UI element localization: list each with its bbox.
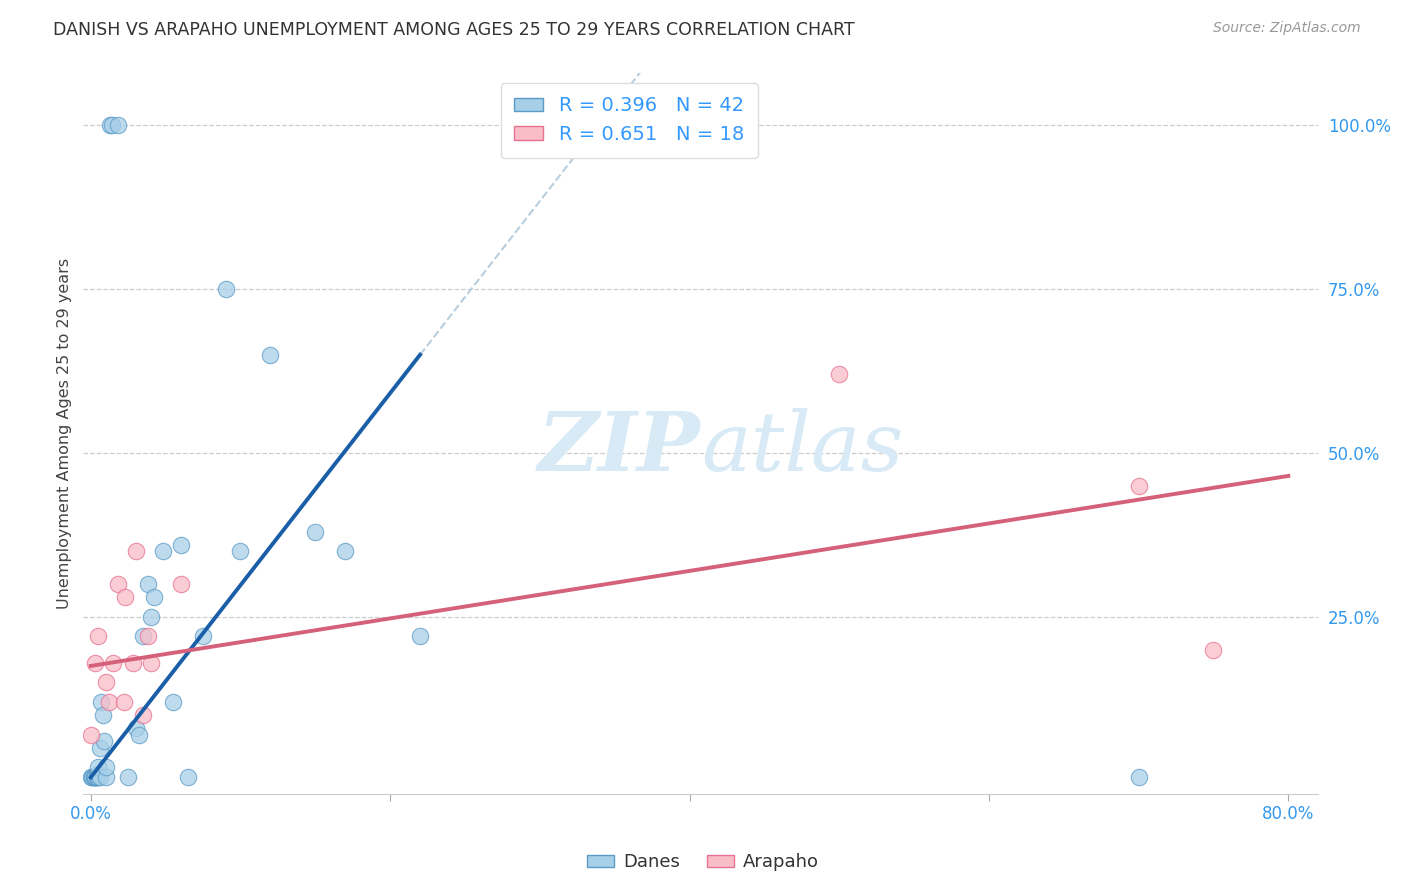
Point [107,119,129,133]
Text: Source: ZipAtlas.com: Source: ZipAtlas.com [1213,21,1361,36]
Point [259,348,281,362]
Text: ZIP: ZIP [538,408,700,488]
Point [84,656,107,670]
Point [89,740,111,755]
Point [335,544,357,558]
Point [82,770,104,784]
Point [128,728,150,742]
Point [94,675,117,690]
Point [409,629,432,643]
Point [828,368,851,382]
Point [139,656,162,670]
Point [177,770,200,784]
Point [1202,642,1225,657]
Y-axis label: Unemployment Among Ages 25 to 29 years: Unemployment Among Ages 25 to 29 years [58,258,72,609]
Point [100,119,122,133]
Point [94,760,117,774]
Point [91,708,114,723]
Point [80,770,103,784]
Point [125,721,148,735]
Point [89,770,111,784]
Point [84,770,107,784]
Point [112,695,135,709]
Legend: R = 0.396   N = 42, R = 0.651   N = 18: R = 0.396 N = 42, R = 0.651 N = 18 [501,83,758,158]
Point [86,770,108,784]
Text: atlas: atlas [700,408,903,488]
Point [136,577,159,591]
Point [94,770,117,784]
Point [87,770,110,784]
Point [132,708,155,723]
Point [136,629,159,643]
Point [84,770,107,784]
Point [1128,770,1150,784]
Point [87,760,110,774]
Point [169,538,191,552]
Point [97,695,120,709]
Point [132,629,155,643]
Point [98,119,121,133]
Point [162,695,184,709]
Point [87,767,110,781]
Point [87,629,110,643]
Point [86,770,108,784]
Point [142,590,165,604]
Point [83,770,105,784]
Point [152,544,174,558]
Point [107,577,129,591]
Point [125,544,148,558]
Point [82,770,104,784]
Point [1128,479,1150,493]
Point [103,656,125,670]
Point [169,577,191,591]
Point [117,770,139,784]
Point [304,524,326,539]
Point [114,590,136,604]
Point [84,770,107,784]
Text: DANISH VS ARAPAHO UNEMPLOYMENT AMONG AGES 25 TO 29 YEARS CORRELATION CHART: DANISH VS ARAPAHO UNEMPLOYMENT AMONG AGE… [53,21,855,39]
Point [80,728,103,742]
Point [121,656,143,670]
Point [90,695,112,709]
Point [214,282,236,296]
Point [139,609,162,624]
Legend: Danes, Arapaho: Danes, Arapaho [579,847,827,879]
Point [93,734,115,748]
Point [191,629,214,643]
Point [83,770,105,784]
Point [229,544,252,558]
